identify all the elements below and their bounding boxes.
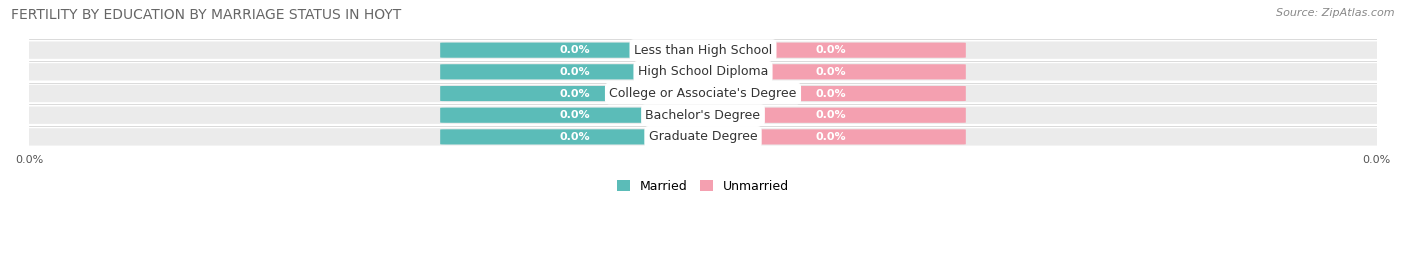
FancyBboxPatch shape [440, 64, 710, 79]
Text: Source: ZipAtlas.com: Source: ZipAtlas.com [1277, 8, 1395, 18]
FancyBboxPatch shape [440, 129, 710, 144]
Text: 0.0%: 0.0% [560, 132, 591, 142]
Text: 0.0%: 0.0% [815, 132, 846, 142]
Text: 0.0%: 0.0% [815, 110, 846, 120]
Text: 0.0%: 0.0% [815, 45, 846, 55]
Text: 0.0%: 0.0% [815, 67, 846, 77]
Text: 0.0%: 0.0% [560, 89, 591, 99]
FancyBboxPatch shape [15, 63, 1391, 80]
Text: High School Diploma: High School Diploma [638, 65, 768, 78]
FancyBboxPatch shape [696, 86, 966, 101]
Text: 0.0%: 0.0% [815, 89, 846, 99]
Text: Less than High School: Less than High School [634, 44, 772, 57]
FancyBboxPatch shape [696, 64, 966, 79]
FancyBboxPatch shape [15, 107, 1391, 124]
FancyBboxPatch shape [440, 86, 710, 101]
Text: Graduate Degree: Graduate Degree [648, 130, 758, 143]
FancyBboxPatch shape [15, 42, 1391, 59]
FancyBboxPatch shape [696, 129, 966, 144]
Legend: Married, Unmarried: Married, Unmarried [612, 175, 794, 198]
FancyBboxPatch shape [696, 108, 966, 123]
FancyBboxPatch shape [440, 108, 710, 123]
FancyBboxPatch shape [15, 128, 1391, 146]
Text: College or Associate's Degree: College or Associate's Degree [609, 87, 797, 100]
FancyBboxPatch shape [696, 43, 966, 58]
FancyBboxPatch shape [440, 43, 710, 58]
Text: 0.0%: 0.0% [560, 110, 591, 120]
Text: FERTILITY BY EDUCATION BY MARRIAGE STATUS IN HOYT: FERTILITY BY EDUCATION BY MARRIAGE STATU… [11, 8, 402, 22]
FancyBboxPatch shape [15, 85, 1391, 102]
Text: 0.0%: 0.0% [560, 67, 591, 77]
Text: 0.0%: 0.0% [560, 45, 591, 55]
Text: Bachelor's Degree: Bachelor's Degree [645, 109, 761, 122]
